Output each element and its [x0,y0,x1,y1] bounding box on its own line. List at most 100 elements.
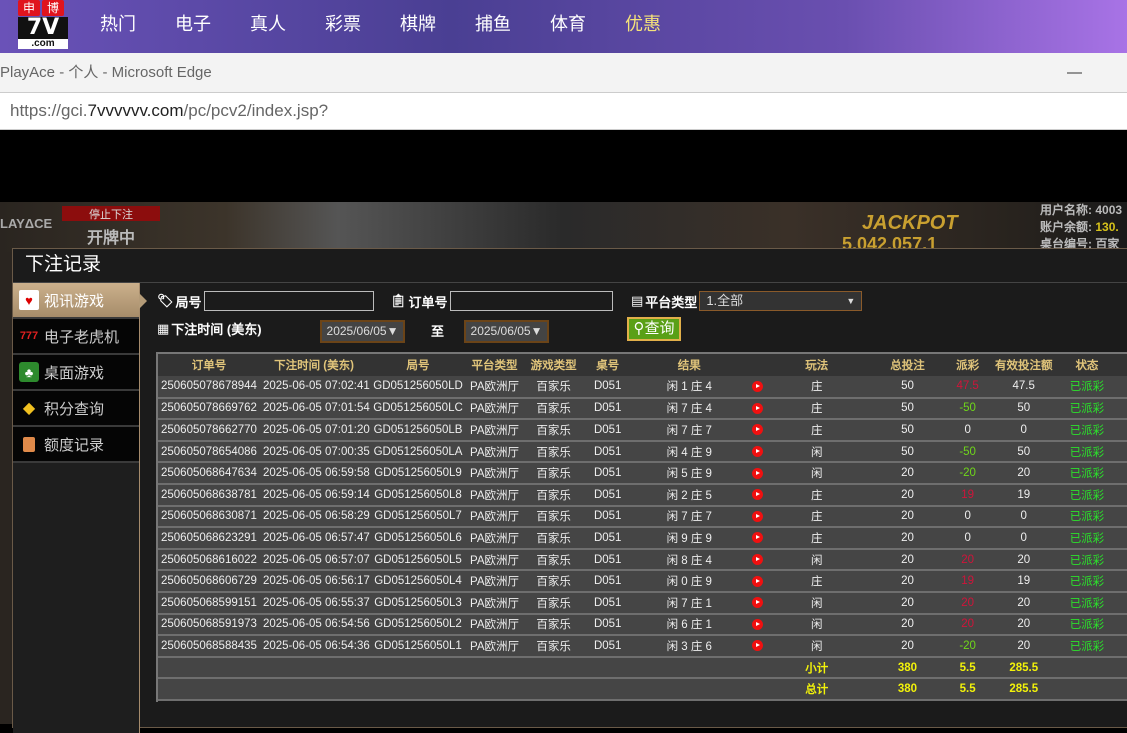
column-header: 游戏类型 [521,354,587,376]
game-type: 百家乐 [521,440,587,464]
replay-icon[interactable] [749,376,766,399]
bet-time: 2025-06-05 06:59:58 [259,462,370,485]
address-bar[interactable]: https://gci.7vvvvvv.com/pc/pcv2/index.js… [0,92,1127,130]
table-row: 250605068623291 2025-06-05 06:57:47 GD0512… [158,527,1127,550]
play-icon[interactable] [752,597,764,609]
result: 闲 2 庄 5 [629,483,750,507]
sidebar-item-table-games[interactable]: ♣ 桌面游戏 [13,355,139,391]
play-icon[interactable] [752,446,764,458]
replay-icon[interactable] [749,462,766,485]
replay-icon[interactable] [749,548,766,572]
empty-cell [368,678,468,701]
replay-icon[interactable] [749,591,766,615]
total-bet: 50 [867,440,948,464]
column-header: 玩法 [765,354,868,376]
sidebar-item-label: 积分查询 [44,400,105,418]
valid-bet: 0 [988,419,1060,442]
play-icon[interactable] [752,510,764,522]
site-logo[interactable]: 申博 7V .com [18,0,68,50]
platform: PA欧洲厅 [468,635,522,658]
sidebar-item-label: 额度记录 [44,436,105,454]
replay-icon[interactable] [749,483,766,507]
play-icon[interactable] [752,424,764,436]
nav-chess[interactable]: 棋牌 [400,14,436,34]
empty-cell [586,656,630,680]
replay-icon[interactable] [749,635,766,658]
sidebar-item-credit-records[interactable]: 额度记录 [13,427,139,463]
sidebar-item-points[interactable]: ◆ 积分查询 [13,391,139,427]
round-id: GD051256050L8 [368,483,468,507]
replay-icon[interactable] [749,440,766,464]
nav-live[interactable]: 真人 [250,14,286,34]
play-icon[interactable] [752,575,764,587]
date-to[interactable]: 2025/06/05▼ [464,320,549,343]
nav-promo[interactable]: 优惠 [625,14,661,34]
replay-icon[interactable] [749,419,766,442]
total-bet: 20 [867,635,948,658]
total-bet: 20 [867,548,948,572]
logo-char: 博 [42,0,64,16]
status: 已派彩 [1059,527,1115,550]
table-id: D051 [586,397,630,421]
column-header: 下注时间 (美东) [259,354,369,376]
platform: PA欧洲厅 [468,419,522,442]
nav-lottery[interactable]: 彩票 [325,14,361,34]
result: 闲 4 庄 9 [629,440,750,464]
status: 已派彩 [1059,613,1115,637]
replay-icon[interactable] [749,613,766,637]
replay-icon[interactable] [749,570,766,593]
bet-type: 闲 [765,613,868,637]
playing-cards-icon: ♥ [19,290,39,310]
game-type: 百家乐 [521,419,587,442]
replay-icon[interactable] [749,397,766,421]
round-id: GD051256050LB [368,419,468,442]
table-chips-icon: ♣ [19,362,39,382]
sidebar-item-live-games[interactable]: ♥ 视讯游戏 [13,283,147,319]
platform-select[interactable]: 1.全部 ▼ [699,291,863,311]
table-id: D051 [586,440,630,464]
game-type: 百家乐 [521,548,587,572]
play-icon[interactable] [752,618,764,630]
nav-electronic[interactable]: 电子 [175,14,211,34]
order-id: 250605078669762 [158,397,260,421]
sidebar-item-slots[interactable]: 777 电子老虎机 [13,319,139,355]
nav-sports[interactable]: 体育 [550,14,586,34]
user-info: 用户名称: 4003 账户余额: 130. 桌台编号: 百家 [1040,202,1122,253]
replay-icon[interactable] [749,527,766,550]
nav-hot[interactable]: 热门 [100,14,136,34]
empty-cell [521,656,587,680]
game [1114,397,1127,421]
order-input[interactable] [449,291,613,311]
slot-777-icon: 777 [19,330,39,342]
window-titlebar: PlayAce - 个人 - Microsoft Edge — [0,53,1127,92]
logo-text: 7V [18,17,68,39]
table-label: 桌台编号: [1040,237,1092,251]
play-icon[interactable] [752,532,764,544]
sidebar: ♥ 视讯游戏 777 电子老虎机 ♣ 桌面游戏 ◆ 积分查询 额度记录 [13,283,147,733]
total-payout: 5.5 [947,678,989,701]
table-id: D051 [586,462,630,485]
bet-table-container: 订单号 下注时间 (美东) 局号 平台类型 游戏类型 桌号 结果 玩法 总投注 派彩 有效投注额 状态… [156,352,1127,702]
platform: PA欧洲厅 [468,397,522,421]
valid-bet: 20 [988,548,1060,572]
date-from[interactable]: 2025/06/05▼ [320,320,405,343]
query-button[interactable]: ⚲查询 [627,317,681,341]
minimize-button[interactable]: — [1067,64,1082,81]
play-icon[interactable] [752,380,764,392]
user-label: 用户名称: [1040,203,1092,217]
result: 闲 0 庄 9 [629,570,750,593]
valid-bet: 20 [988,591,1060,615]
play-icon[interactable] [752,402,764,414]
nav-fishing[interactable]: 捕鱼 [475,14,511,34]
total-bet: 20 [867,570,948,593]
bet-table: 订单号 下注时间 (美东) 局号 平台类型 游戏类型 桌号 结果 玩法 总投注 派彩 有效投注额 状态… [158,354,1127,701]
play-icon[interactable] [752,489,764,501]
play-icon[interactable] [752,640,764,652]
bet-time: 2025-06-05 06:55:37 [259,591,370,615]
replay-icon[interactable] [749,505,766,529]
valid-bet: 50 [988,397,1060,421]
play-icon[interactable] [752,554,764,566]
round-input[interactable] [203,291,374,311]
platform: PA欧洲厅 [468,548,522,572]
play-icon[interactable] [752,467,764,479]
